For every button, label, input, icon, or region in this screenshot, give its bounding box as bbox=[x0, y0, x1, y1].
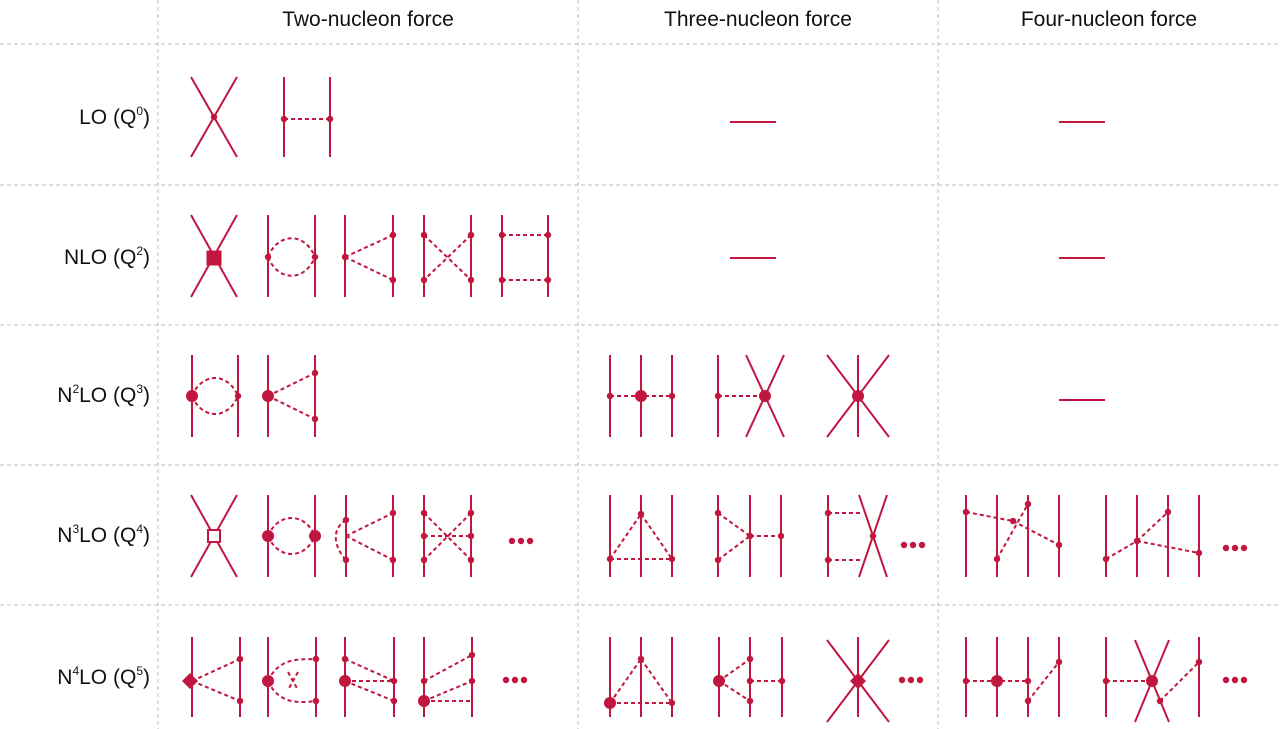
row-label-qsup: 0 bbox=[136, 104, 143, 118]
ellipsis bbox=[502, 676, 528, 684]
diagram-ring-3n bbox=[606, 495, 676, 577]
diagram-diamond-triangle bbox=[182, 637, 244, 717]
diagram-two-pion-crossed-box bbox=[420, 215, 475, 297]
row-label-base: N bbox=[57, 524, 73, 547]
row-label-nlo: NLO (Q2) bbox=[63, 244, 150, 269]
diagram-contact-diamond-3n bbox=[826, 637, 890, 723]
diagram-contact-box-3n bbox=[824, 494, 888, 578]
row-label-n2lo: N2LO (Q3) bbox=[57, 382, 150, 407]
ellipsis bbox=[1222, 676, 1248, 684]
diagram-ring-3n-big bbox=[604, 637, 676, 717]
diagram-crossed-bubble-big bbox=[262, 637, 320, 717]
row-label-qsup: 3 bbox=[136, 382, 143, 396]
row-label-qsup: 2 bbox=[136, 244, 143, 258]
row-label-base: N bbox=[57, 384, 73, 407]
row-label-base: NLO bbox=[63, 246, 108, 269]
diagram-pion-4n-b bbox=[1102, 495, 1203, 577]
row-label-n4lo: N4LO (Q5) bbox=[57, 664, 150, 689]
diagram-two-pion-box bbox=[498, 215, 552, 297]
diagram-box-big-vertex bbox=[339, 637, 398, 717]
row-label-nsup: 4 bbox=[72, 664, 80, 678]
diagram-contact-square bbox=[190, 214, 238, 298]
diagram-two-pion-bubble-big-vertex bbox=[186, 355, 242, 437]
ellipsis bbox=[898, 676, 924, 684]
diagram-pion-4n-a bbox=[962, 495, 1063, 577]
ellipsis bbox=[508, 537, 534, 545]
diagram-two-pion-one-pion-3n bbox=[714, 495, 785, 577]
diagram-pion-4n-c bbox=[962, 637, 1063, 717]
diagram-two-pion-exchange-3n bbox=[606, 355, 676, 437]
row-label-lo: LO (Q0) bbox=[79, 104, 150, 129]
diagram-contact-open-square bbox=[190, 494, 238, 578]
col-header-three-nucleon: Three-nucleon force bbox=[664, 8, 852, 31]
diagram-contact-cross bbox=[190, 76, 238, 158]
col-header-two-nucleon: Two-nucleon force bbox=[282, 8, 454, 31]
row-label-base: LO bbox=[79, 106, 108, 129]
row-label-nsup: 2 bbox=[72, 382, 80, 396]
row-label-qsup: 5 bbox=[136, 664, 143, 678]
diagram-contact-4n-d bbox=[1102, 637, 1203, 723]
row-label-base: N bbox=[57, 666, 73, 689]
diagram-two-pion-crossed-box-loop bbox=[420, 495, 475, 577]
ellipsis bbox=[1222, 544, 1248, 552]
diagram-crossed-box-big-vertex bbox=[418, 637, 476, 717]
diagram-two-pion-triangle-loop bbox=[334, 495, 397, 577]
diagram-two-pion-triangle-big-vertex bbox=[262, 355, 319, 437]
diagram-two-pion-bubble bbox=[264, 215, 319, 297]
diagram-two-pion-triangle bbox=[341, 215, 397, 297]
diagram-two-pion-bubble-big bbox=[262, 495, 321, 577]
diagram-one-pion-exchange bbox=[280, 77, 334, 157]
row-label-qsup: 4 bbox=[136, 522, 143, 536]
ellipsis bbox=[900, 541, 926, 549]
diagram-two-pion-big-3n bbox=[713, 637, 786, 717]
row-label-n3lo: N3LO (Q4) bbox=[57, 522, 150, 547]
row-label-nsup: 3 bbox=[72, 522, 80, 536]
col-header-four-nucleon: Four-nucleon force bbox=[1020, 8, 1198, 31]
diagram-contact-3n bbox=[826, 354, 890, 438]
diagram-one-pion-contact-3n bbox=[714, 354, 785, 438]
